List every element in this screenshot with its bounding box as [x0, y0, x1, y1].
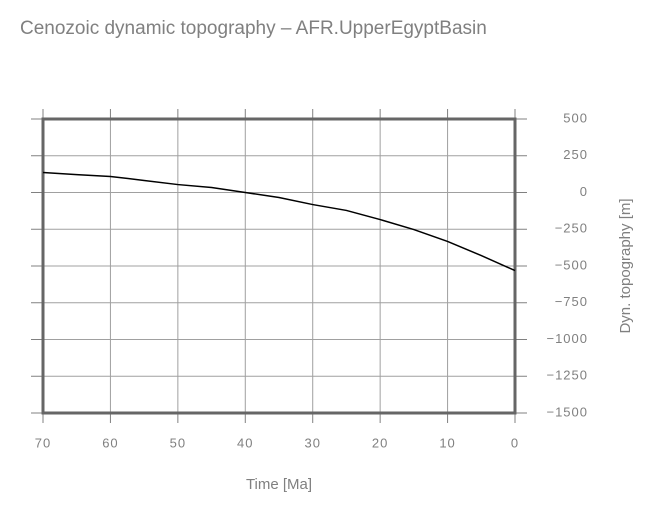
- y-tick-label: 250: [563, 147, 588, 162]
- x-tick-label: 40: [237, 435, 253, 450]
- y-tick-label: −1000: [546, 331, 588, 346]
- x-tick-label: 0: [511, 435, 519, 450]
- x-tick-label: 10: [439, 435, 455, 450]
- x-tick-label: 70: [35, 435, 51, 450]
- y-tick-label: −750: [555, 294, 588, 309]
- y-tick-label: −1500: [546, 404, 588, 419]
- y-tick-label: 0: [580, 184, 588, 199]
- x-tick-label: 30: [304, 435, 320, 450]
- x-tick-label: 60: [102, 435, 118, 450]
- y-tick-label: 500: [563, 110, 588, 125]
- x-tick-label: 50: [170, 435, 186, 450]
- y-axis-label: Dyn. topography [m]: [617, 198, 634, 333]
- data-line: [42, 171, 516, 272]
- y-tick-label: −500: [555, 257, 588, 272]
- y-tick-label: −250: [555, 221, 588, 236]
- chart-title: Cenozoic dynamic topography – AFR.UpperE…: [20, 18, 487, 39]
- y-tick-label: −1250: [546, 368, 588, 383]
- plot-frame: [41, 117, 517, 415]
- x-axis-label: Time [Ma]: [246, 476, 312, 493]
- x-tick-label: 20: [372, 435, 388, 450]
